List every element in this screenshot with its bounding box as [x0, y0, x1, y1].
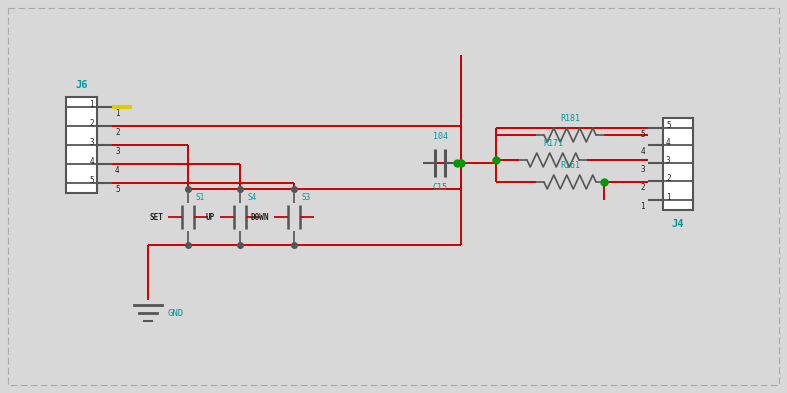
Text: 4: 4	[90, 157, 94, 166]
Text: 4: 4	[115, 166, 120, 175]
Bar	[663, 118, 693, 210]
Text: 104: 104	[433, 132, 448, 141]
Text: 3: 3	[666, 156, 671, 165]
Text: 3: 3	[90, 138, 94, 147]
Text: 1: 1	[115, 109, 120, 118]
Text: J4: J4	[672, 219, 684, 229]
Text: J6: J6	[76, 80, 87, 90]
Text: 2: 2	[666, 174, 671, 183]
Text: 4: 4	[666, 138, 671, 147]
Text: 5: 5	[666, 121, 671, 130]
Bar	[66, 97, 97, 193]
Text: 3: 3	[641, 165, 645, 174]
Text: 2: 2	[115, 128, 120, 137]
Text: S4: S4	[248, 193, 257, 202]
Text: DOWN: DOWN	[250, 213, 269, 222]
Text: 5: 5	[641, 130, 645, 139]
Text: R171: R171	[543, 139, 563, 148]
Text: SET: SET	[149, 213, 163, 222]
Text: 1: 1	[666, 193, 671, 202]
Text: UP: UP	[205, 213, 215, 222]
Text: 3: 3	[115, 147, 120, 156]
Text: S1: S1	[196, 193, 205, 202]
Text: 1: 1	[90, 100, 94, 109]
Text: C15: C15	[433, 183, 448, 192]
Text: 1: 1	[641, 202, 645, 211]
Text: 5: 5	[115, 185, 120, 194]
Text: R181: R181	[560, 114, 580, 123]
Text: R161: R161	[560, 161, 580, 170]
Text: S3: S3	[302, 193, 311, 202]
Text: GND: GND	[168, 309, 184, 318]
Text: 5: 5	[90, 176, 94, 185]
Text: 2: 2	[90, 119, 94, 128]
Text: 4: 4	[641, 147, 645, 156]
Text: 2: 2	[641, 183, 645, 192]
